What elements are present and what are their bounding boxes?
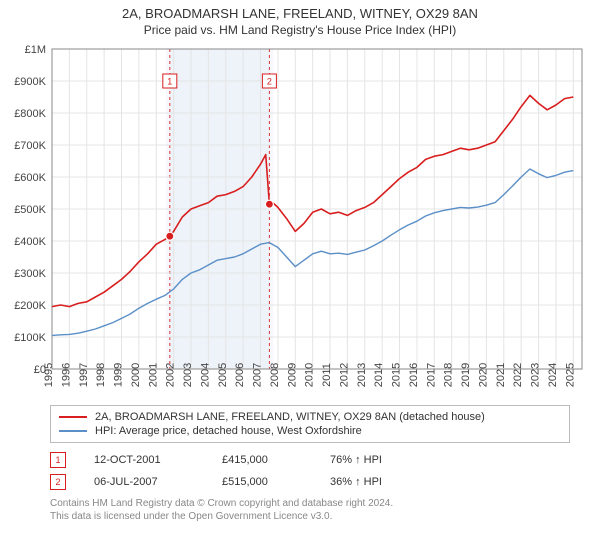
legend-item: HPI: Average price, detached house, West…	[59, 424, 561, 438]
svg-text:2: 2	[267, 76, 272, 86]
svg-text:1: 1	[167, 76, 172, 86]
svg-text:2005: 2005	[217, 363, 229, 387]
svg-text:1999: 1999	[113, 363, 125, 387]
svg-text:2007: 2007	[252, 363, 264, 387]
sale-date: 12-OCT-2001	[94, 454, 194, 466]
line-chart: £0£100K£200K£300K£400K£500K£600K£700K£80…	[0, 41, 600, 401]
svg-text:2011: 2011	[321, 363, 333, 387]
svg-text:2022: 2022	[512, 363, 524, 387]
footer-line-2: This data is licensed under the Open Gov…	[50, 510, 570, 523]
svg-text:2021: 2021	[495, 363, 507, 387]
svg-text:2024: 2024	[547, 363, 559, 387]
svg-text:2025: 2025	[564, 363, 576, 387]
svg-text:£700K: £700K	[14, 140, 46, 152]
svg-text:£500K: £500K	[14, 204, 46, 216]
sale-marker: 2	[50, 474, 66, 490]
sale-marker: 1	[50, 452, 66, 468]
svg-text:1998: 1998	[95, 363, 107, 387]
svg-text:2006: 2006	[234, 363, 246, 387]
sale-pct: 36% ↑ HPI	[330, 476, 430, 488]
svg-text:2018: 2018	[443, 363, 455, 387]
svg-text:1996: 1996	[60, 363, 72, 387]
svg-text:£200K: £200K	[14, 300, 46, 312]
sale-price: £415,000	[222, 454, 302, 466]
svg-text:£100K: £100K	[14, 332, 46, 344]
svg-text:2004: 2004	[199, 363, 211, 387]
sale-date: 06-JUL-2007	[94, 476, 194, 488]
sales-row: 2 06-JUL-2007 £515,000 36% ↑ HPI	[50, 471, 570, 493]
svg-text:2010: 2010	[304, 363, 316, 387]
footer-attribution: Contains HM Land Registry data © Crown c…	[50, 497, 570, 523]
legend-swatch	[59, 430, 87, 432]
svg-text:£800K: £800K	[14, 108, 46, 120]
svg-text:2009: 2009	[286, 363, 298, 387]
svg-text:2008: 2008	[269, 363, 281, 387]
svg-text:2015: 2015	[391, 363, 403, 387]
legend: 2A, BROADMARSH LANE, FREELAND, WITNEY, O…	[50, 405, 570, 443]
svg-text:£1M: £1M	[25, 44, 46, 56]
chart-area: £0£100K£200K£300K£400K£500K£600K£700K£80…	[0, 41, 600, 401]
svg-text:£900K: £900K	[14, 76, 46, 88]
legend-swatch	[59, 416, 87, 418]
legend-label: 2A, BROADMARSH LANE, FREELAND, WITNEY, O…	[95, 411, 485, 423]
legend-item: 2A, BROADMARSH LANE, FREELAND, WITNEY, O…	[59, 410, 561, 424]
sales-table: 1 12-OCT-2001 £415,000 76% ↑ HPI 2 06-JUL-200…	[50, 449, 570, 493]
svg-text:2013: 2013	[356, 363, 368, 387]
svg-text:£600K: £600K	[14, 172, 46, 184]
svg-text:2002: 2002	[165, 363, 177, 387]
svg-text:2016: 2016	[408, 363, 420, 387]
svg-text:2012: 2012	[338, 363, 350, 387]
sale-price: £515,000	[222, 476, 302, 488]
svg-text:2001: 2001	[147, 363, 159, 387]
svg-text:1997: 1997	[78, 363, 90, 387]
footer-line-1: Contains HM Land Registry data © Crown c…	[50, 497, 570, 510]
svg-text:£400K: £400K	[14, 236, 46, 248]
sale-pct: 76% ↑ HPI	[330, 454, 430, 466]
svg-text:2023: 2023	[530, 363, 542, 387]
svg-text:2003: 2003	[182, 363, 194, 387]
chart-subtitle: Price paid vs. HM Land Registry's House …	[0, 23, 600, 41]
legend-label: HPI: Average price, detached house, West…	[95, 425, 362, 437]
svg-text:1995: 1995	[43, 363, 55, 387]
svg-text:2000: 2000	[130, 363, 142, 387]
svg-text:2020: 2020	[477, 363, 489, 387]
svg-text:2017: 2017	[425, 363, 437, 387]
svg-text:2014: 2014	[373, 363, 385, 387]
svg-text:£300K: £300K	[14, 268, 46, 280]
svg-text:2019: 2019	[460, 363, 472, 387]
chart-title: 2A, BROADMARSH LANE, FREELAND, WITNEY, O…	[0, 0, 600, 23]
sales-row: 1 12-OCT-2001 £415,000 76% ↑ HPI	[50, 449, 570, 471]
